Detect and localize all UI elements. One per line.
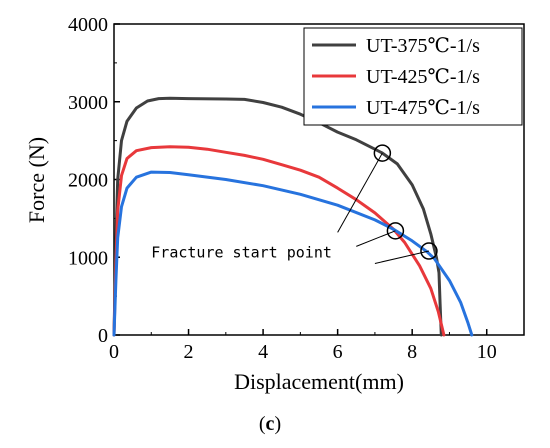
y-tick-label: 1000 bbox=[68, 247, 108, 269]
y-tick-label: 2000 bbox=[68, 170, 108, 192]
y-tick-label: 3000 bbox=[68, 92, 108, 114]
x-tick-label: 4 bbox=[258, 341, 268, 363]
x-tick-label: 10 bbox=[477, 341, 497, 363]
y-axis-label: Force (N) bbox=[24, 137, 49, 223]
fracture-marker bbox=[373, 144, 392, 162]
leader-line bbox=[374, 250, 430, 264]
x-tick-label: 8 bbox=[407, 341, 417, 363]
legend: UT-375℃-1/s UT-425℃-1/s UT-475℃-1/s bbox=[303, 27, 523, 126]
x-tick-label: 6 bbox=[333, 341, 343, 363]
series-line-1 bbox=[112, 96, 443, 337]
x-axis-label: Displacement(mm) bbox=[234, 369, 404, 394]
annotation-layer: Fracture start point bbox=[151, 144, 438, 264]
leader-line bbox=[337, 152, 383, 233]
legend-label: UT-475℃-1/s bbox=[366, 97, 480, 119]
series-layer bbox=[112, 96, 474, 337]
legend-label: UT-425℃-1/s bbox=[366, 66, 480, 88]
figure-label: (c) bbox=[259, 413, 281, 435]
y-tick-label: 0 bbox=[98, 325, 108, 347]
fracture-marker bbox=[386, 222, 405, 240]
figure-label-letter: c bbox=[266, 413, 275, 435]
x-tick-label: 0 bbox=[109, 341, 119, 363]
leader-line bbox=[356, 230, 396, 247]
series-line-2 bbox=[112, 145, 446, 337]
legend-label: UT-375℃-1/s bbox=[366, 35, 480, 57]
y-tick-label: 4000 bbox=[68, 14, 108, 36]
series-line-3 bbox=[112, 170, 474, 337]
fracture-marker bbox=[420, 242, 438, 260]
axis-ticks: 0 2 4 6 8 10 0 1000 2000 3000 4000 bbox=[68, 14, 497, 363]
annotation-text: Fracture start point bbox=[151, 243, 332, 261]
x-tick-label: 2 bbox=[184, 341, 194, 363]
